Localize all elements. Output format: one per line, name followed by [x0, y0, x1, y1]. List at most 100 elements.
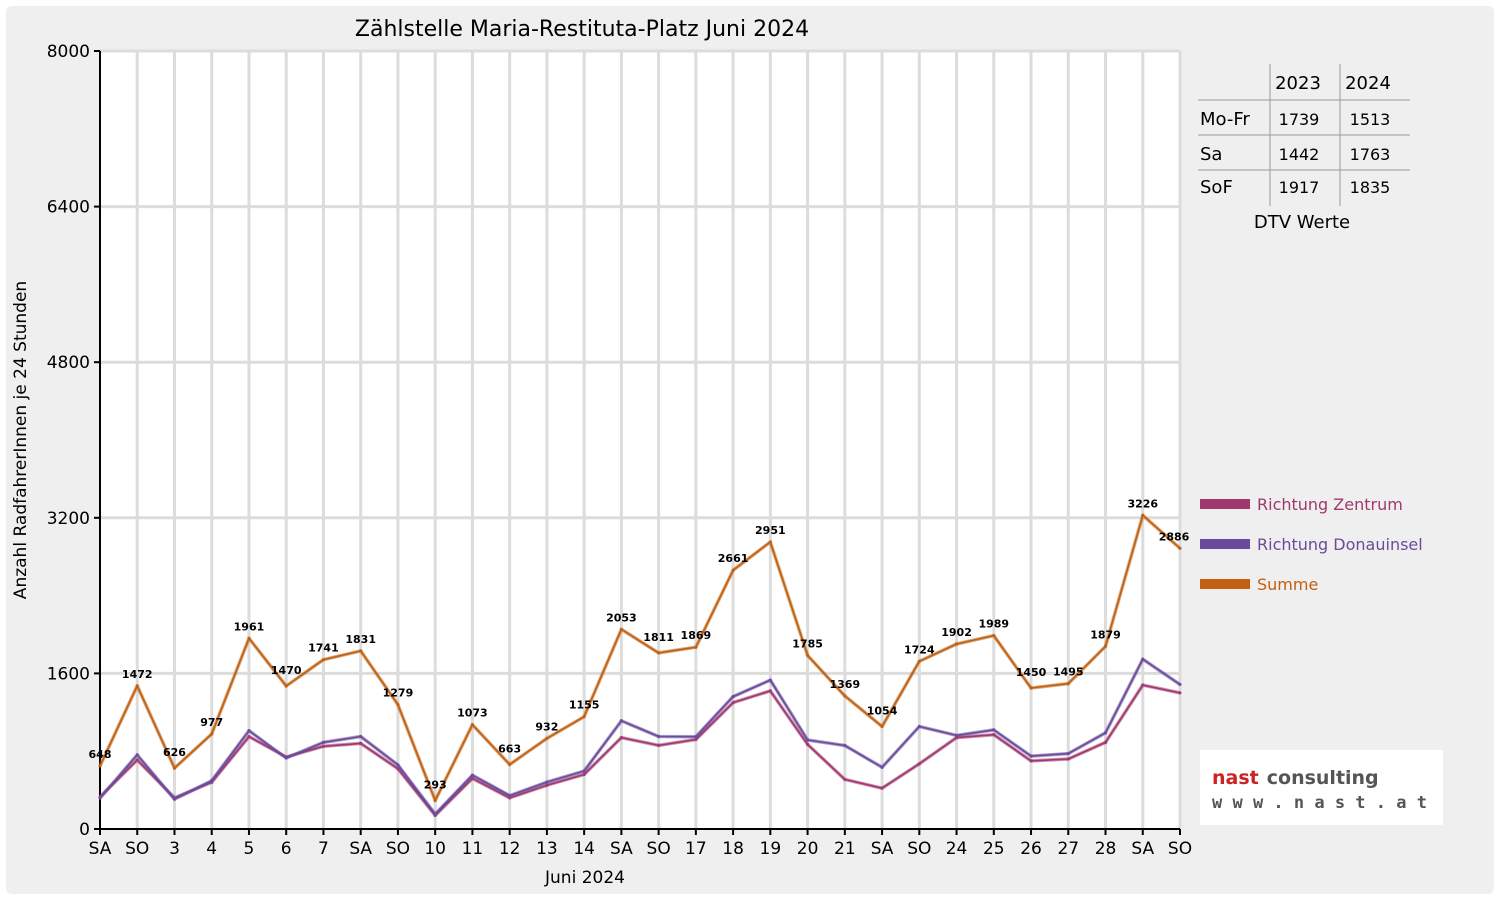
gridlines [100, 49, 1182, 829]
data-point [1104, 731, 1108, 735]
x-tick-label: 26 [1020, 839, 1042, 859]
data-point [1178, 546, 1182, 550]
x-tick-label: 19 [760, 839, 782, 859]
data-label: 1989 [978, 618, 1009, 631]
legend-label: Richtung Zentrum [1257, 495, 1403, 514]
data-point [321, 744, 325, 748]
x-tick-label: 25 [983, 839, 1005, 859]
x-tick-label: 6 [281, 839, 292, 859]
data-point [619, 627, 623, 631]
data-point [1066, 682, 1070, 686]
data-point [657, 735, 661, 739]
data-point [1141, 657, 1145, 661]
data-point [396, 763, 400, 767]
data-point [135, 758, 139, 762]
x-tick-label: SO [125, 839, 149, 859]
data-point [806, 738, 810, 742]
data-point [843, 777, 847, 781]
data-label: 1279 [383, 687, 414, 700]
series-line-2 [99, 514, 1181, 802]
x-axis-label: Juni 2024 [544, 868, 625, 888]
data-point [433, 812, 437, 816]
dtv-caption: DTV Werte [1254, 212, 1350, 233]
data-label: 1073 [457, 707, 488, 720]
data-point [657, 743, 661, 747]
data-label: 663 [498, 743, 521, 756]
dtv-row-label-mofr: Mo-Fr [1200, 109, 1250, 130]
data-point [955, 733, 959, 737]
x-tick-label: 3 [169, 839, 180, 859]
data-point [284, 756, 288, 760]
data-point [210, 779, 214, 783]
series-line-1 [99, 658, 1181, 815]
data-point [433, 799, 437, 803]
x-tick-label: SA [349, 839, 372, 859]
data-point [992, 728, 996, 732]
data-point [545, 736, 549, 740]
data-point [806, 653, 810, 657]
data-point [247, 735, 251, 739]
data-label: 1879 [1090, 628, 1121, 641]
x-tick-label: SA [1131, 839, 1154, 859]
dtv-sa-2024: 1763 [1350, 145, 1391, 164]
dtv-sa-2023: 1442 [1279, 145, 1320, 164]
y-tick-label: 3200 [47, 509, 90, 529]
data-label: 1811 [643, 631, 674, 644]
data-label: 293 [424, 779, 447, 792]
data-label: 1831 [345, 633, 376, 646]
dtv-mofr-2023: 1739 [1279, 110, 1320, 129]
data-point [210, 732, 214, 736]
data-point [247, 636, 251, 640]
data-label: 1961 [234, 620, 265, 633]
data-point [880, 765, 884, 769]
data-point [1178, 691, 1182, 695]
data-point [545, 780, 549, 784]
x-tick-label: 4 [206, 839, 217, 859]
data-label: 1369 [830, 678, 861, 691]
x-tick-label: 10 [424, 839, 446, 859]
data-point [768, 678, 772, 682]
data-point [731, 701, 735, 705]
x-tick-label: 21 [834, 839, 856, 859]
dtv-row-label-sof: SoF [1200, 177, 1233, 198]
legend: Richtung Zentrum Richtung Donauinsel Summe [1200, 495, 1423, 594]
data-point [843, 694, 847, 698]
x-tick-label: 18 [722, 839, 744, 859]
data-point [98, 796, 102, 800]
plot-area [100, 51, 1180, 829]
data-point [135, 753, 139, 757]
legend-swatch [1200, 539, 1250, 549]
data-label: 1450 [1016, 666, 1047, 679]
data-point [359, 649, 363, 653]
data-point [1029, 759, 1033, 763]
dtv-row-label-sa: Sa [1200, 144, 1222, 165]
data-label: 1470 [271, 664, 302, 677]
x-axis-ticks: SA SO 3 4 5 6 7 SA SO 10 11 12 13 14 SA SO 17 18 19 20 21 SA S… [89, 829, 1192, 859]
data-point [694, 735, 698, 739]
data-point [768, 689, 772, 693]
x-tick-label: 5 [244, 839, 255, 859]
y-tick-label: 8000 [47, 42, 90, 62]
chart-title: Zählstelle Maria-Restituta-Platz Juni 20… [355, 17, 809, 42]
data-point [247, 729, 251, 733]
data-point [508, 763, 512, 767]
data-point [1104, 740, 1108, 744]
data-label: 2661 [718, 552, 749, 565]
x-tick-label: SA [89, 839, 112, 859]
logo-url: w w w . n a s t . a t [1212, 793, 1427, 813]
logo-word-nast: nast [1212, 767, 1259, 789]
data-point [359, 741, 363, 745]
data-point [321, 740, 325, 744]
data-label: 1869 [681, 629, 712, 642]
data-point [917, 659, 921, 663]
data-label: 1054 [867, 704, 898, 717]
legend-swatch [1200, 579, 1250, 589]
data-point [731, 695, 735, 699]
series-layer [98, 513, 1182, 818]
x-tick-label: 17 [685, 839, 707, 859]
data-label: 648 [89, 748, 112, 761]
data-point [582, 773, 586, 777]
dtv-mofr-2024: 1513 [1350, 110, 1391, 129]
dtv-header-2023: 2023 [1275, 73, 1321, 94]
